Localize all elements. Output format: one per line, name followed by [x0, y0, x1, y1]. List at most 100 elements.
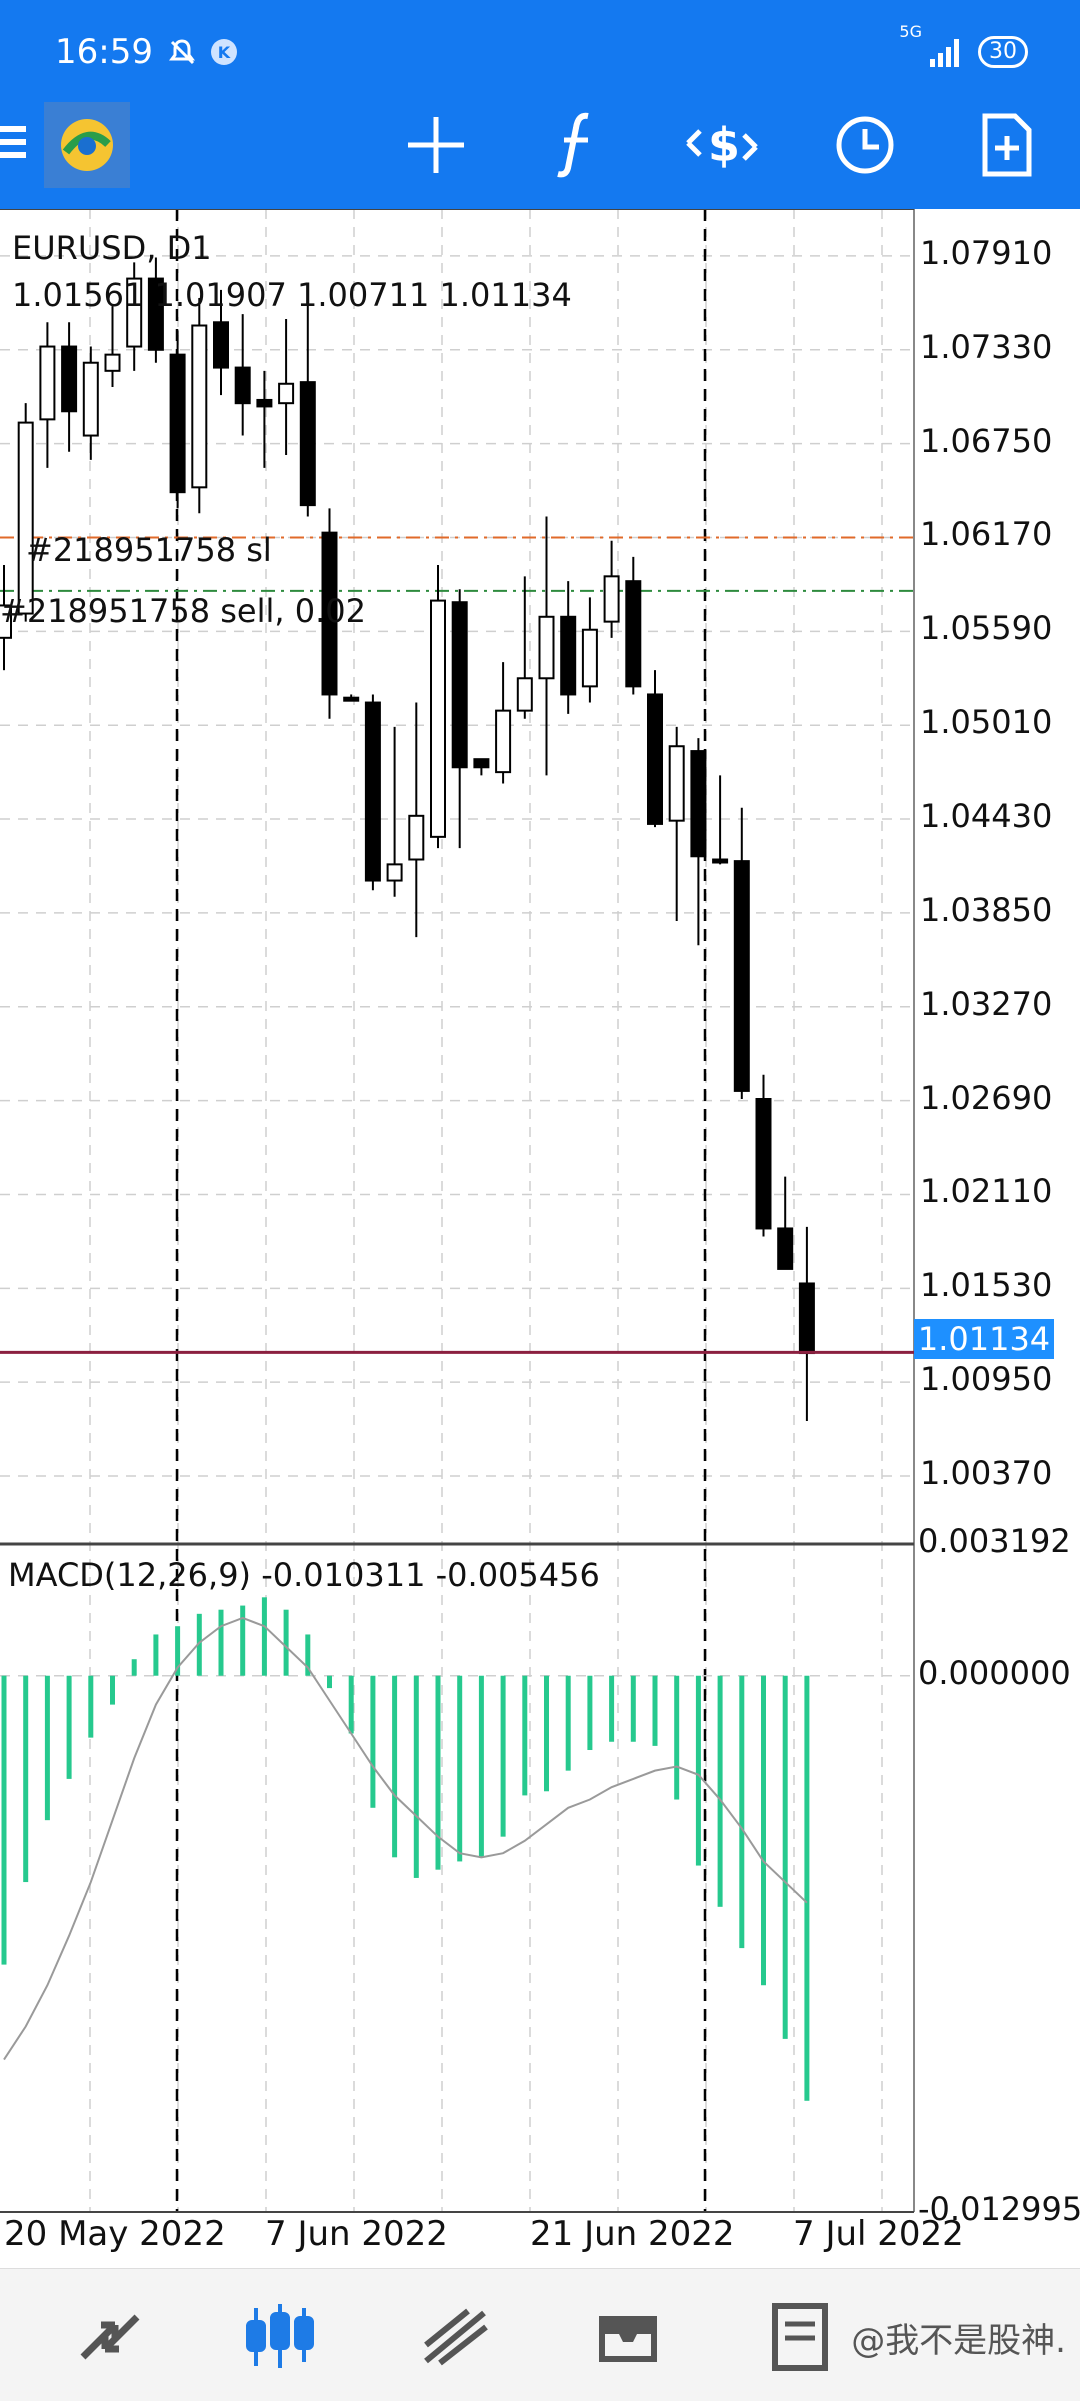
candle-body — [278, 382, 295, 405]
candle-body — [256, 398, 273, 408]
macd-bar — [782, 1675, 788, 2039]
top-app-bar: 16:59 K 5G 30 $ — [0, 0, 1080, 209]
candle-body — [408, 814, 425, 861]
macd-bar — [522, 1675, 528, 1796]
k-badge: K — [210, 39, 237, 65]
candle-body — [169, 353, 186, 494]
new-order-icon[interactable] — [962, 100, 1052, 190]
trade-nav-icon[interactable] — [415, 2297, 495, 2377]
price-tick-label: 1.01530 — [920, 1266, 1053, 1305]
current-price-value: 1.01134 — [917, 1320, 1051, 1358]
price-tick-label: 1.05010 — [920, 703, 1053, 742]
macd-bar — [23, 1675, 29, 1883]
status-bar-right: 5G 30 — [899, 22, 1028, 82]
candle-body — [321, 531, 338, 696]
macd-bar — [435, 1675, 441, 1870]
macd-tick-label: 0.000000 — [918, 1653, 1071, 1692]
crosshair-icon[interactable] — [391, 100, 481, 190]
ohlc-readout: 1.01561 1.01907 1.00711 1.01134 — [12, 276, 572, 314]
candle-body — [603, 575, 620, 623]
macd-bar — [175, 1626, 181, 1676]
candle-body — [61, 345, 78, 413]
candle-body — [625, 580, 642, 688]
candle-body — [234, 366, 251, 405]
macd-bar — [261, 1597, 267, 1676]
menu-icon[interactable] — [0, 126, 26, 166]
macd-bar — [478, 1675, 484, 1858]
messages-icon[interactable] — [760, 2297, 840, 2377]
price-tick-label: 1.06750 — [920, 421, 1053, 460]
order-label: #218951758 sell, 0.02 — [0, 592, 366, 630]
candle-body — [647, 693, 663, 825]
macd-bar — [609, 1675, 615, 1742]
candle-body — [712, 858, 729, 864]
price-tick-label: 1.03850 — [920, 890, 1053, 929]
battery-indicator: 30 — [978, 36, 1028, 68]
candle-body — [299, 381, 316, 507]
price-tick-label: 1.03270 — [920, 984, 1053, 1023]
price-tick-label: 1.00370 — [920, 1454, 1053, 1493]
price-tick-label: 1.04430 — [920, 797, 1053, 836]
price-chart[interactable] — [0, 209, 1080, 2269]
watermark-text: @我不是股神. — [851, 2321, 1066, 2361]
macd-bar — [153, 1634, 159, 1676]
macd-bar — [44, 1675, 50, 1821]
candle-body — [17, 421, 34, 615]
macd-bar — [457, 1675, 463, 1862]
macd-tick-label: -0.012995 — [918, 2190, 1080, 2228]
chart-area[interactable]: EURUSD, D1 1.01561 1.01907 1.00711 1.011… — [0, 209, 1080, 2269]
macd-bar — [218, 1609, 224, 1676]
symbol-timeframe: EURUSD, D1 — [12, 229, 212, 267]
price-tick-label: 1.00950 — [920, 1360, 1053, 1399]
date-label-1: 20 May 2022 — [4, 2214, 226, 2254]
indicators-icon[interactable] — [533, 100, 623, 190]
candle-body — [430, 599, 446, 838]
svg-text:$: $ — [708, 118, 740, 172]
price-tick-label: 1.07330 — [920, 327, 1053, 366]
macd-bar — [392, 1675, 398, 1858]
macd-bar — [196, 1613, 202, 1676]
candle-body — [39, 345, 56, 421]
macd-bar — [131, 1659, 137, 1676]
macd-bar — [652, 1675, 658, 1746]
date-label-2: 7 Jun 2022 — [265, 2214, 448, 2254]
macd-bar — [544, 1675, 549, 1792]
price-tick-label: 1.07910 — [920, 233, 1053, 272]
macd-bar — [413, 1675, 419, 1878]
network-indicator: 5G — [899, 22, 922, 41]
candle-body — [495, 709, 512, 774]
timeframe-icon[interactable] — [820, 100, 910, 190]
candle-body — [690, 750, 707, 858]
candle-body — [473, 758, 490, 769]
candle-body — [560, 615, 577, 696]
macd-bar — [88, 1675, 94, 1738]
quotes-icon[interactable] — [70, 2297, 150, 2377]
current-price-tag: 1.01134 — [914, 1319, 1054, 1359]
candle-body — [147, 277, 164, 351]
macd-bar — [240, 1605, 246, 1676]
candle-body — [191, 324, 208, 489]
candle-body — [126, 277, 143, 348]
macd-label: MACD(12,26,9) -0.010311 -0.005456 — [8, 1556, 600, 1594]
macd-bar — [1, 1675, 7, 1965]
chart-icon[interactable] — [240, 2297, 320, 2377]
status-bar-left: 16:59 K — [55, 22, 237, 82]
macd-bar — [739, 1675, 745, 1949]
macd-bar — [370, 1675, 376, 1808]
date-label-4: 7 Jul 2022 — [793, 2214, 964, 2254]
macd-bar — [327, 1675, 332, 1689]
history-icon[interactable] — [588, 2297, 668, 2377]
sl-label: #218951758 sl — [26, 531, 272, 569]
macd-bar — [587, 1675, 593, 1751]
candle-body — [538, 615, 555, 680]
macd-bar — [695, 1675, 701, 1866]
macd-bar — [305, 1634, 311, 1676]
date-label-3: 21 Jun 2022 — [530, 2214, 735, 2254]
macd-signal-line — [3, 1616, 808, 2061]
macd-bar — [761, 1675, 766, 1986]
candle-body — [733, 860, 750, 1092]
app-logo[interactable] — [44, 102, 130, 188]
trade-icon[interactable]: $ — [677, 100, 767, 190]
candle-body — [364, 701, 381, 882]
macd-bar — [500, 1675, 506, 1837]
